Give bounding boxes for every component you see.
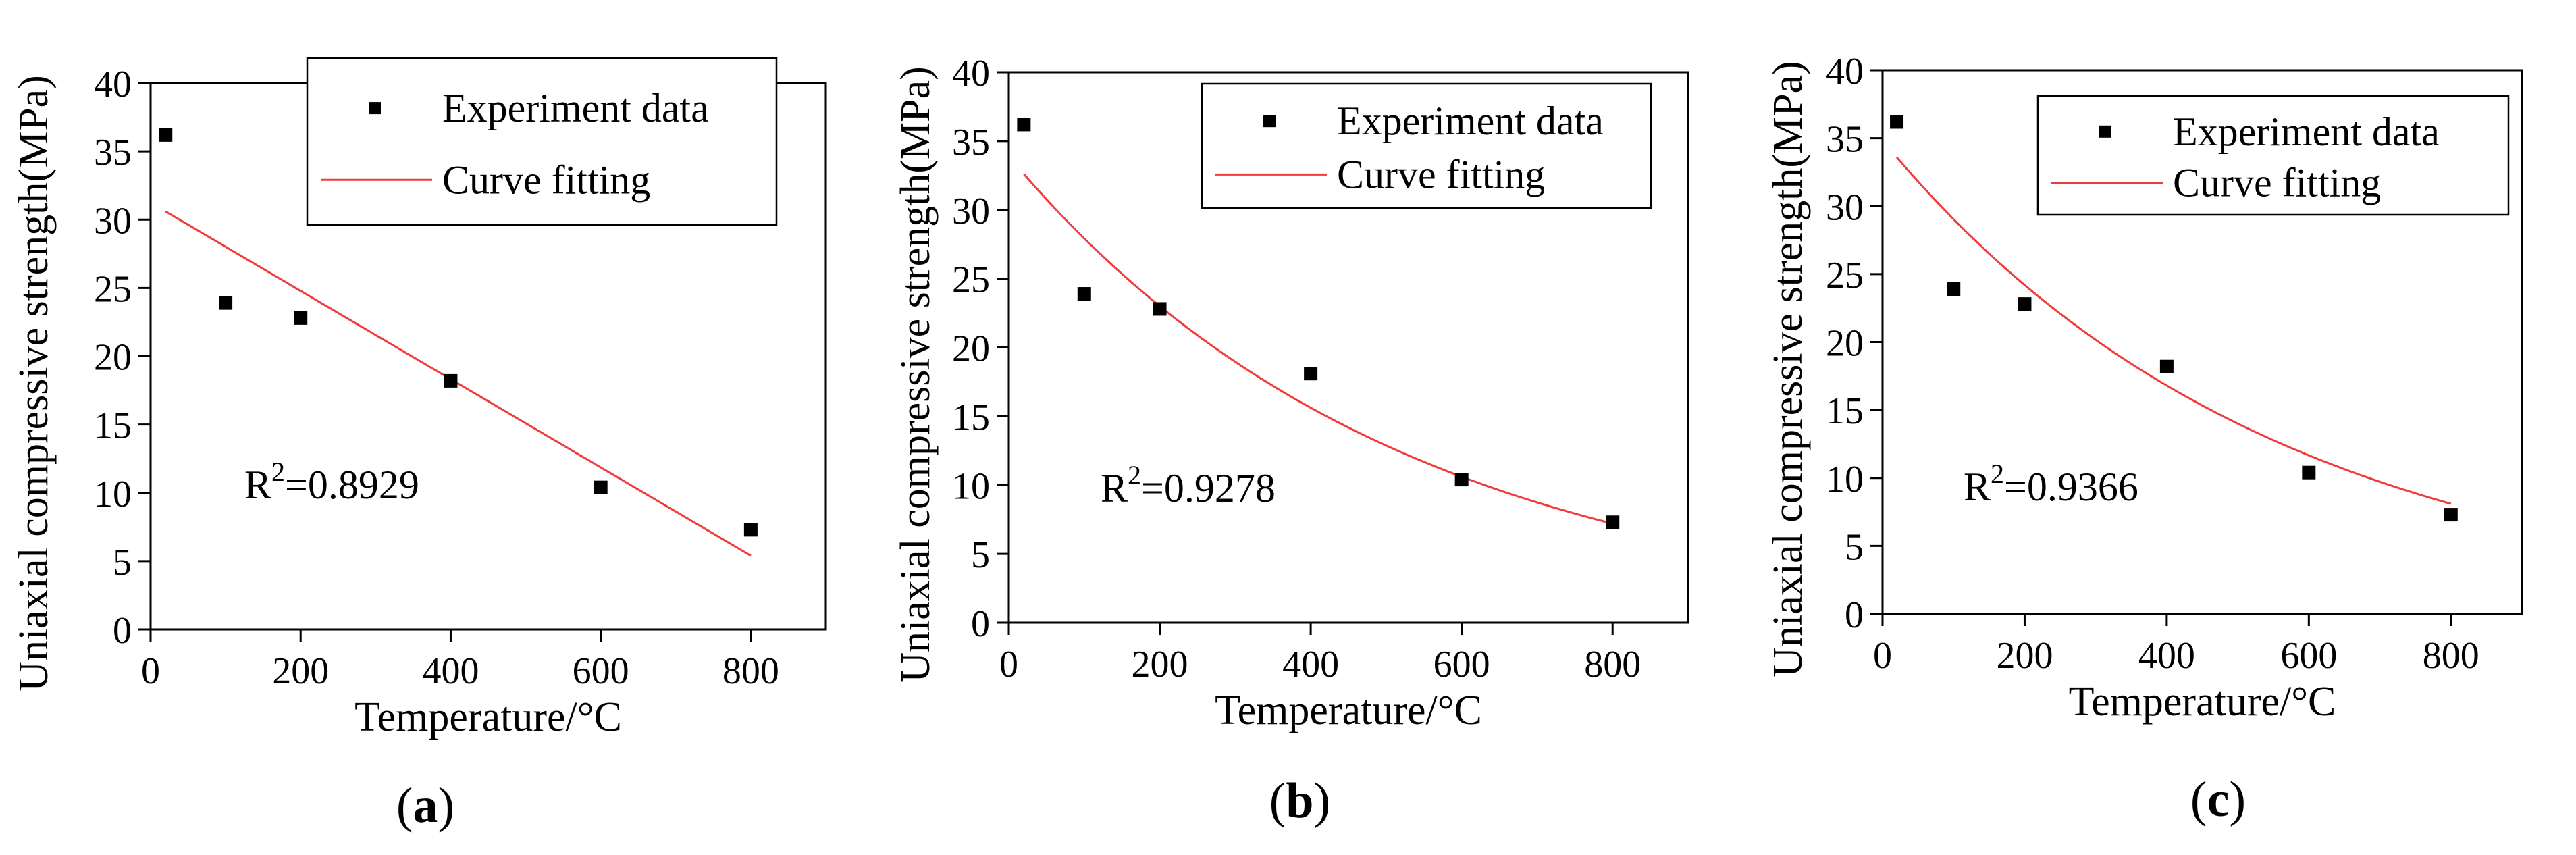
legend-label-fit: Curve fitting [1337,152,1545,197]
legend-marker-icon [1263,115,1276,128]
plot-area [1017,118,1620,529]
x-tick-label: 0 [141,650,160,692]
x-tick-label: 600 [2280,635,2337,677]
y-tick-label: 15 [952,396,990,438]
legend-box [2036,95,2510,216]
panel-label: (c) [2190,772,2246,827]
x-tick-label: 400 [422,650,479,692]
data-point [1454,473,1469,487]
legend-label-data: Experiment data [1337,99,1604,143]
legend-marker-icon [2099,125,2111,138]
chart-panel-c: 0 200 400 600 800 0 5 10 15 20 25 30 35 40 Temperature… [1765,51,2523,827]
r2-annotation: R2=0.9278 [1101,460,1276,511]
data-point [1153,302,1167,316]
fit-curve [1023,173,1613,525]
plot-area [159,128,758,557]
data-point [1890,115,1904,129]
panel-label: (a) [396,778,454,833]
legend-label-fit: Curve fitting [2173,160,2381,205]
y-tick-label: 20 [1826,323,1864,365]
y-tick-label: 5 [1845,526,1864,568]
x-tick-label: 800 [722,650,779,692]
y-tick-label: 30 [94,200,132,242]
legend-label-data: Experiment data [2173,109,2440,154]
y-tick-label: 25 [952,259,990,301]
legend-box [306,57,778,226]
legend-marker-icon [369,102,381,115]
x-axis-title: Temperature/°C [354,694,622,740]
data-point [294,311,308,325]
y-tick-label: 10 [94,473,132,515]
y-tick-label: 25 [94,268,132,310]
x-tick-label: 600 [1434,644,1490,685]
y-tick-label: 35 [952,122,990,163]
chart-panel-b: 0 200 400 600 800 0 5 10 15 20 25 30 35 40 Temperature… [893,53,1689,829]
y-tick-label: 5 [113,542,132,584]
data-point [1017,118,1031,132]
x-tick-label: 200 [1132,644,1188,685]
y-tick-label: 30 [952,190,990,232]
data-point [594,480,608,494]
y-tick-label: 40 [94,63,132,105]
data-point [219,296,233,310]
x-tick-label: 0 [1873,635,1892,677]
data-point [159,128,173,142]
data-point [2302,465,2316,480]
y-axis-title: Uniaxial compressive strength(MPa) [1765,61,1811,677]
panel-label: (b) [1269,773,1330,829]
y-tick-label: 10 [1826,459,1864,500]
y-tick-label: 15 [94,405,132,447]
x-axis-title: Temperature/°C [1215,688,1482,733]
y-tick-label: 35 [94,132,132,174]
x-tick-label: 200 [272,650,329,692]
data-point [444,373,458,388]
data-point [2159,359,2174,373]
x-tick-label: 200 [1996,635,2053,677]
fit-curve [1895,156,2452,505]
data-point [1077,287,1091,301]
y-tick-label: 0 [971,603,990,645]
data-point [743,523,758,537]
y-tick-label: 35 [1826,119,1864,161]
y-tick-label: 40 [952,53,990,95]
x-tick-label: 0 [999,644,1018,685]
r2-annotation: R2=0.9366 [1964,459,2138,509]
y-axis-title: Uniaxial compressive strength(MPa) [11,75,57,692]
y-tick-label: 30 [1826,186,1864,228]
plot-area [1890,115,2458,522]
data-point [2444,508,2458,522]
y-tick-label: 25 [1826,255,1864,296]
y-tick-label: 20 [94,337,132,379]
x-axis-title: Temperature/°C [2069,679,2336,725]
data-point [1606,515,1620,529]
y-tick-label: 5 [971,534,990,576]
y-tick-label: 40 [1826,51,1864,93]
x-tick-label: 600 [573,650,629,692]
y-tick-label: 10 [952,465,990,507]
y-tick-label: 0 [1845,594,1864,636]
x-tick-label: 400 [1282,644,1339,685]
chart-panel-a: 0 200 400 600 800 0 5 10 15 20 25 30 35 40 Temperature… [11,57,827,833]
data-point [1947,282,1961,296]
legend-label-fit: Curve fitting [442,157,650,202]
y-tick-label: 0 [113,610,132,652]
x-tick-label: 800 [1584,644,1641,685]
y-tick-label: 20 [952,328,990,370]
legend-box [1201,82,1652,209]
y-tick-label: 15 [1826,390,1864,432]
data-point [1304,367,1318,381]
x-tick-label: 400 [2138,635,2195,677]
legend-label-data: Experiment data [442,86,709,130]
x-tick-label: 800 [2423,635,2479,677]
fit-curve [165,210,752,557]
y-axis-title: Uniaxial compressive strength(MPa) [893,66,939,683]
r2-annotation: R2=0.8929 [244,457,419,507]
data-point [2018,297,2032,311]
